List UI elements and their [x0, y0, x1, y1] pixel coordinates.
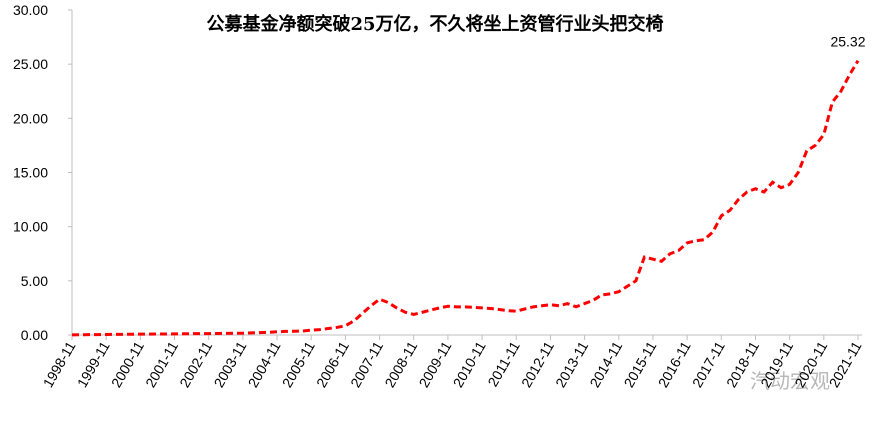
data-label: 25.32 — [830, 34, 865, 50]
chart-title: 公募基金净额突破25万亿，不久将坐上资管行业头把交椅 — [206, 13, 663, 35]
x-tick-label: 2021-11 — [826, 338, 865, 390]
x-tick-label: 2011-11 — [484, 338, 523, 389]
y-tick-label: 0.00 — [21, 327, 48, 343]
watermark: 汽动宏观 — [750, 370, 830, 393]
y-tick-label: 20.00 — [13, 110, 48, 126]
data-line — [71, 59, 860, 337]
x-tick-label: 2010-11 — [450, 338, 489, 390]
y-tick-label: 5.00 — [21, 273, 48, 289]
y-tick-label: 10.00 — [13, 219, 48, 235]
y-tick-label: 15.00 — [13, 165, 48, 181]
y-tick-label: 25.00 — [13, 56, 48, 72]
y-tick-label: 30.00 — [13, 2, 48, 18]
